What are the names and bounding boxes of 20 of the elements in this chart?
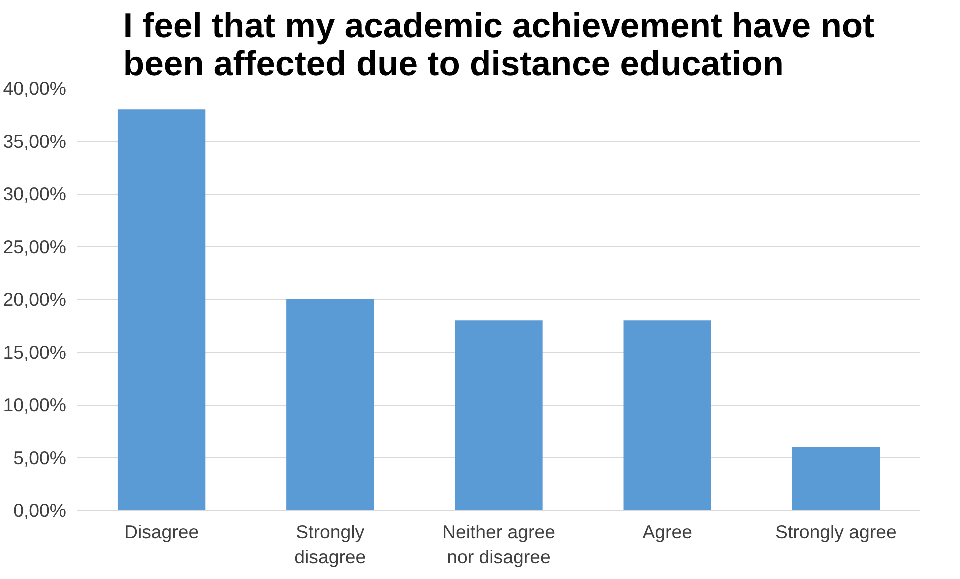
y-tick-label: 40,00% xyxy=(3,78,67,99)
y-tick-label: 25,00% xyxy=(3,236,67,258)
y-tick-label: 35,00% xyxy=(3,130,67,152)
bar xyxy=(792,447,880,510)
bar xyxy=(286,300,374,510)
bar xyxy=(118,110,206,510)
x-tick-label: Disagree xyxy=(124,522,200,542)
y-tick-label: 0,00% xyxy=(14,500,67,521)
x-tick-label: Strongly agree xyxy=(776,522,897,542)
y-tick-label: 20,00% xyxy=(3,289,67,310)
x-tick-label: Agree xyxy=(642,522,693,542)
chart-title: I feel that my academic achievement have not been affected due to distance education xyxy=(123,8,876,84)
y-tick-label: 10,00% xyxy=(3,394,67,416)
y-tick-label: 30,00% xyxy=(3,184,67,204)
x-tick-label: Neither agree nor disagree xyxy=(442,522,556,568)
y-tick-label: 15,00% xyxy=(3,342,67,363)
bar xyxy=(624,320,712,510)
x-tick-label: Strongly disagree xyxy=(294,522,366,568)
bar xyxy=(455,320,543,510)
y-tick-label: 5,00% xyxy=(14,447,67,468)
